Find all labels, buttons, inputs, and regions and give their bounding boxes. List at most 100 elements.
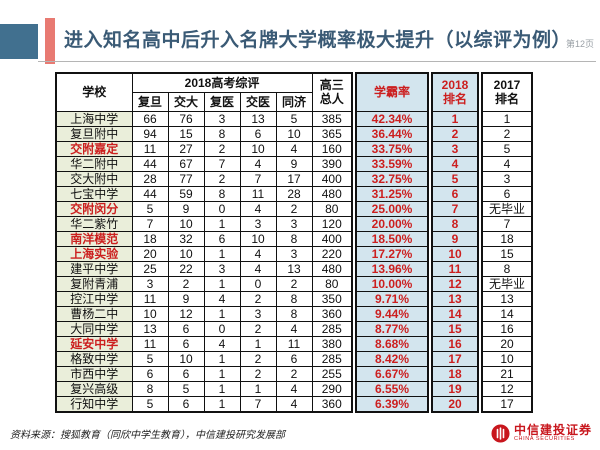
fuyi-count: 8: [203, 126, 241, 142]
jiaoda-count: 6: [167, 321, 205, 337]
jiaoda-count: 76: [167, 111, 205, 127]
column-gap: [428, 246, 432, 262]
rank-2017: 10: [481, 351, 533, 367]
column-gap: [478, 246, 482, 262]
table-row: 上海中学 66 76 3 13 5 385 42.34% 1 1: [55, 111, 533, 127]
jiaoyi-count: 1: [239, 381, 277, 397]
rank-2017: 无毕业: [481, 276, 533, 292]
fudan-count: 10: [131, 306, 169, 322]
table-row: 曹杨二中 10 12 1 3 8 360 9.44% 14 14: [55, 306, 533, 322]
school-name: 行知中学: [55, 396, 133, 413]
jiaoyi-count: 7: [239, 396, 277, 413]
rank-2018: 8: [431, 216, 479, 232]
jiaoda-count: 59: [167, 186, 205, 202]
fudan-count: 11: [131, 336, 169, 352]
jiaoda-count: 5: [167, 381, 205, 397]
jiaoyi-count: 4: [239, 246, 277, 262]
tongji-count: 4: [275, 396, 313, 413]
column-gap: [478, 381, 482, 397]
fuyi-count: 4: [203, 291, 241, 307]
senior-total: 480: [311, 261, 353, 277]
column-gap: [428, 111, 432, 127]
page-title: 进入知名高中后升入名牌大学概率极大提升（以综评为例）: [64, 30, 572, 51]
column-gap: [352, 231, 356, 247]
senior-total: 385: [311, 111, 353, 127]
column-gap: [478, 276, 482, 292]
col-header-senior-total: 高三 总人: [311, 72, 353, 112]
fuyi-count: 1: [203, 246, 241, 262]
rank-2017: 17: [481, 396, 533, 413]
jiaoda-count: 2: [167, 276, 205, 292]
rank-2017: 5: [481, 141, 533, 157]
fudan-count: 94: [131, 126, 169, 142]
table-body: 上海中学 66 76 3 13 5 385 42.34% 1 1 复旦附中 94 15 8 6 10 365 36…: [55, 111, 533, 413]
column-gap: [478, 73, 482, 112]
column-gap: [352, 126, 356, 142]
accent-bar-red: [45, 18, 55, 64]
school-name: 复兴高级: [55, 381, 133, 397]
senior-total: 80: [311, 276, 353, 292]
senior-total: 360: [311, 396, 353, 413]
column-gap: [428, 381, 432, 397]
fuyi-count: 1: [203, 366, 241, 382]
column-gap: [428, 171, 432, 187]
senior-total: 390: [311, 156, 353, 172]
rank-2017: 12: [481, 381, 533, 397]
table-row: 上海实验 20 10 1 4 3 220 17.27% 10 15: [55, 246, 533, 262]
fuyi-count: 1: [203, 216, 241, 232]
column-gap: [478, 126, 482, 142]
rank-2018: 17: [431, 351, 479, 367]
source-note: 资料来源：搜狐教育（同欣中学生教育），中信建投研究发展部: [10, 430, 285, 441]
column-gap: [428, 231, 432, 247]
column-gap: [478, 111, 482, 127]
column-gap: [428, 261, 432, 277]
fudan-count: 66: [131, 111, 169, 127]
tongji-count: 3: [275, 246, 313, 262]
header-row-group: 学校 2018高考综评 高三 总人 学霸率 2018 排名 20: [55, 72, 533, 112]
school-name: 曹杨二中: [55, 306, 133, 322]
col-header-tongji: 同济: [275, 92, 313, 112]
column-gap: [428, 276, 432, 292]
column-gap: [352, 351, 356, 367]
table-row: 控江中学 11 9 4 2 8 350 9.71% 13 13: [55, 291, 533, 307]
column-gap: [352, 336, 356, 352]
jiaoda-count: 77: [167, 171, 205, 187]
school-name: 上海实验: [55, 246, 133, 262]
top-student-rate: 6.39%: [355, 396, 429, 413]
senior-total: 380: [311, 336, 353, 352]
top-student-rate: 8.42%: [355, 351, 429, 367]
column-gap: [478, 396, 482, 412]
fudan-count: 7: [131, 216, 169, 232]
column-gap: [478, 321, 482, 337]
rank-2018: 5: [431, 171, 479, 187]
rank-2018: 9: [431, 231, 479, 247]
column-gap: [352, 73, 356, 112]
tongji-count: 28: [275, 186, 313, 202]
rank-2018: 18: [431, 366, 479, 382]
col-header-2018-gaokao-group: 2018高考综评: [131, 72, 313, 93]
table-row: 建平中学 25 22 3 4 13 480 13.96% 11 8: [55, 261, 533, 277]
column-gap: [478, 216, 482, 232]
senior-total: 160: [311, 141, 353, 157]
jiaoyi-count: 2: [239, 321, 277, 337]
column-gap: [478, 351, 482, 367]
senior-total: 365: [311, 126, 353, 142]
col-header-fuyi: 复医: [203, 92, 241, 112]
school-name: 控江中学: [55, 291, 133, 307]
top-student-rate: 20.00%: [355, 216, 429, 232]
rank-2018: 6: [431, 186, 479, 202]
school-name: 上海中学: [55, 111, 133, 127]
tongji-count: 2: [275, 276, 313, 292]
school-name: 延安中学: [55, 336, 133, 352]
citic-logo-icon: [491, 424, 510, 443]
column-gap: [352, 246, 356, 262]
senior-total: 290: [311, 381, 353, 397]
jiaoda-count: 32: [167, 231, 205, 247]
fudan-count: 3: [131, 276, 169, 292]
senior-total: 360: [311, 306, 353, 322]
top-student-rate: 25.00%: [355, 201, 429, 217]
column-gap: [352, 366, 356, 382]
fudan-count: 44: [131, 156, 169, 172]
column-gap: [428, 73, 432, 112]
table-row: 南洋模范 18 32 6 10 8 400 18.50% 9 18: [55, 231, 533, 247]
